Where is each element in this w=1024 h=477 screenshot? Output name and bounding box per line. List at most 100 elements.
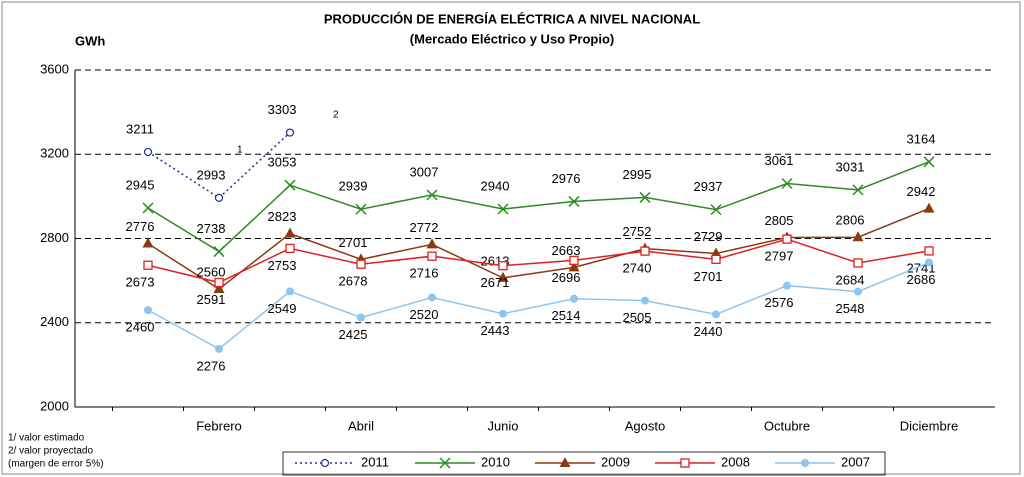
marker: [428, 293, 436, 302]
data-label: 2993: [197, 167, 226, 182]
legend-marker: [320, 458, 330, 468]
legend-marker: [801, 459, 809, 467]
marker: [143, 147, 153, 157]
marker: [214, 277, 224, 288]
y-tick-label: 3600: [40, 61, 69, 76]
legend-marker: [680, 458, 690, 468]
marker: [355, 203, 367, 215]
marker: [499, 309, 507, 318]
data-label: 2937: [694, 179, 723, 194]
y-axis-label: GWh: [75, 33, 105, 48]
legend-box: [282, 451, 886, 476]
marker: [639, 191, 651, 203]
legend-marker: [559, 457, 571, 467]
data-label: 2805: [765, 213, 794, 228]
data-label: 3164: [907, 131, 936, 146]
y-tick-label: 2800: [40, 230, 69, 245]
marker: [286, 287, 294, 296]
marker: [711, 254, 721, 265]
marker: [853, 258, 863, 268]
x-tick-label: Diciembre: [900, 418, 959, 433]
data-label: 2716: [410, 266, 439, 281]
data-label: 2776: [126, 219, 155, 234]
legend-label: 2009: [601, 454, 630, 469]
data-label: 2425: [339, 327, 368, 342]
data-label: 2701: [339, 235, 368, 250]
marker: [426, 238, 438, 249]
data-label: 2671: [481, 275, 510, 290]
data-label: 2942: [907, 184, 936, 199]
legend-label: 2011: [361, 454, 389, 469]
data-label: 2740: [623, 261, 652, 276]
data-label: 2560: [197, 264, 226, 279]
marker: [285, 128, 295, 137]
marker: [357, 313, 365, 322]
annotation: 2: [333, 110, 339, 121]
legend-marker: [439, 457, 451, 469]
y-tick-label: 2400: [40, 314, 69, 329]
data-label: 2945: [126, 177, 155, 192]
marker: [426, 189, 438, 201]
marker: [852, 231, 864, 242]
marker: [570, 294, 578, 303]
marker: [427, 251, 437, 261]
data-label: 2678: [339, 274, 368, 289]
x-tick-label: Agosto: [625, 418, 665, 433]
marker: [640, 246, 650, 256]
legend-label: 2010: [481, 454, 510, 469]
data-label: 2673: [126, 275, 155, 290]
data-label: 2684: [836, 272, 865, 287]
marker: [923, 156, 935, 168]
chart-title: PRODUCCIÓN DE ENERGÍA ELÉCTRICA A NIVEL …: [324, 11, 700, 26]
marker: [854, 287, 862, 296]
marker: [852, 184, 864, 196]
data-label: 3303: [268, 102, 297, 117]
x-tick-label: Junio: [487, 418, 518, 433]
x-tick-label: Octubre: [764, 418, 810, 433]
data-label: 2738: [197, 221, 226, 236]
data-label: 3031: [836, 159, 865, 174]
data-label: 2443: [481, 323, 510, 338]
marker: [781, 177, 793, 190]
marker: [923, 202, 935, 213]
data-label: 2976: [552, 171, 581, 186]
marker: [356, 259, 366, 269]
marker: [285, 243, 295, 254]
legend-label: 2007: [841, 454, 870, 469]
marker: [641, 296, 649, 305]
data-label: 2701: [694, 269, 723, 284]
marker: [498, 261, 508, 271]
marker: [284, 179, 296, 191]
data-label: 2772: [410, 220, 439, 235]
note: (margen de error 5%): [8, 459, 104, 470]
data-label: 2696: [552, 270, 581, 285]
data-label: 2686: [907, 272, 936, 287]
data-label: 3007: [410, 164, 439, 179]
marker: [712, 310, 720, 319]
data-label: 2663: [552, 243, 581, 258]
line: [147, 261, 930, 350]
annotation: 1: [237, 145, 243, 156]
marker: [142, 237, 154, 248]
marker: [144, 306, 152, 315]
marker: [497, 203, 509, 215]
data-label: 2995: [623, 167, 652, 182]
data-label: 2940: [481, 178, 510, 193]
data-label: 2276: [197, 358, 226, 373]
x-tick-label: Febrero: [196, 418, 242, 433]
data-label: 3211: [126, 121, 154, 136]
marker: [782, 234, 792, 244]
marker: [568, 195, 580, 207]
marker: [213, 283, 225, 294]
data-label: 2797: [765, 249, 794, 264]
data-label: 2806: [836, 213, 865, 228]
line: [147, 238, 930, 284]
marker: [924, 246, 934, 256]
data-label: 2520: [410, 307, 439, 322]
data-label: 2505: [623, 310, 652, 325]
data-label: 3053: [268, 155, 297, 170]
y-tick-label: 2000: [40, 398, 69, 413]
marker: [710, 204, 722, 216]
y-tick-label: 3200: [40, 146, 69, 161]
